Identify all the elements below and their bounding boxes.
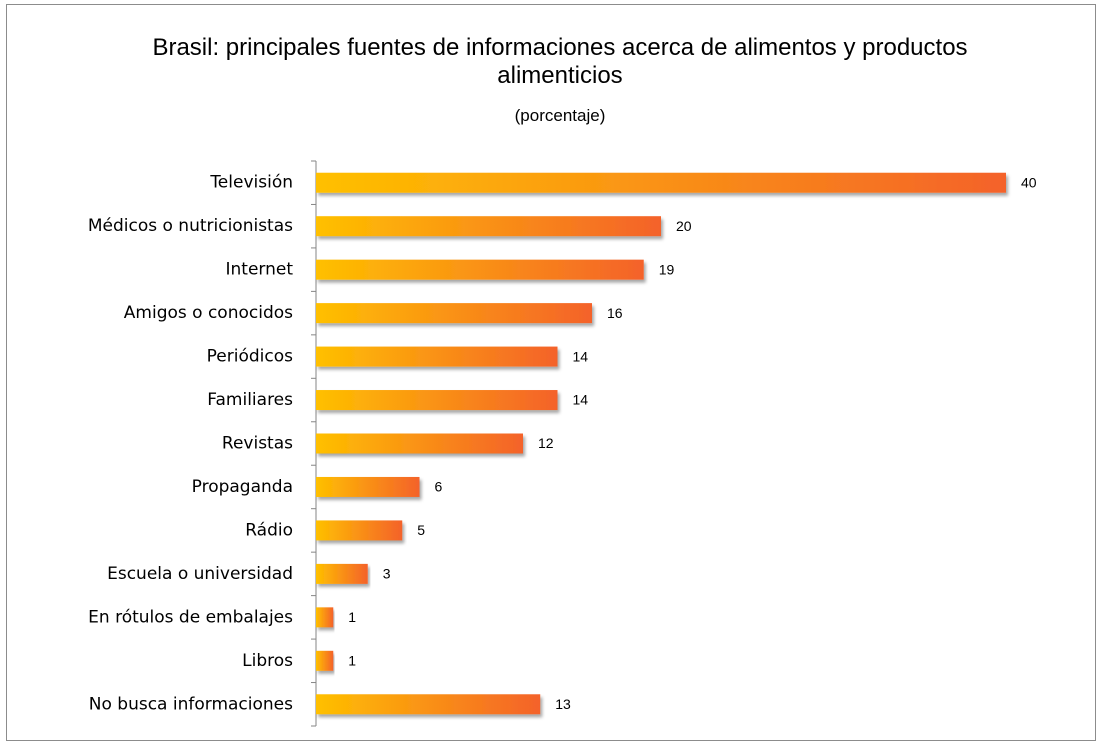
chart-subtitle: (porcentaje) — [514, 106, 606, 125]
bar — [316, 346, 558, 367]
value-label: 6 — [435, 479, 443, 495]
value-label: 16 — [607, 305, 623, 321]
bar — [316, 563, 368, 584]
bar — [316, 694, 541, 715]
y-tick-label: Médicos o nutricionistas — [88, 216, 293, 236]
value-label: 3 — [383, 566, 391, 582]
bar — [316, 476, 420, 497]
value-label: 14 — [573, 392, 589, 408]
y-tick-label: Televisión — [209, 173, 293, 193]
value-label: 12 — [538, 435, 554, 451]
bar — [316, 303, 592, 324]
bar — [316, 650, 334, 671]
value-label: 1 — [348, 609, 356, 625]
y-tick-label: Revistas — [222, 434, 293, 454]
y-tick-label: Libros — [242, 651, 293, 671]
value-label: 19 — [659, 261, 675, 277]
bar — [316, 607, 334, 628]
value-label: 14 — [573, 348, 589, 364]
y-tick-label: En rótulos de embalajes — [88, 607, 293, 627]
bar — [316, 172, 1006, 193]
y-tick-label: Amigos o conocidos — [124, 303, 293, 323]
chart-frame — [6, 4, 1096, 741]
y-tick-label: Propaganda — [192, 477, 293, 497]
value-label: 20 — [676, 218, 692, 234]
y-tick-label: Familiares — [207, 390, 293, 410]
y-tick-label: Rádio — [245, 520, 293, 540]
value-label: 40 — [1021, 174, 1037, 190]
bar — [316, 390, 558, 411]
bar — [316, 433, 523, 454]
value-label: 1 — [348, 653, 356, 669]
y-tick-label: No busca informaciones — [89, 694, 293, 714]
y-tick-label: Internet — [225, 260, 293, 280]
y-tick-label: Escuela o universidad — [107, 564, 293, 584]
value-label: 13 — [555, 696, 571, 712]
bar — [316, 520, 403, 541]
bar — [316, 216, 661, 237]
y-tick-label: Periódicos — [207, 347, 293, 367]
chart-title: Brasil: principales fuentes de informaci… — [152, 34, 968, 89]
bar — [316, 259, 644, 280]
value-label: 5 — [417, 522, 425, 538]
